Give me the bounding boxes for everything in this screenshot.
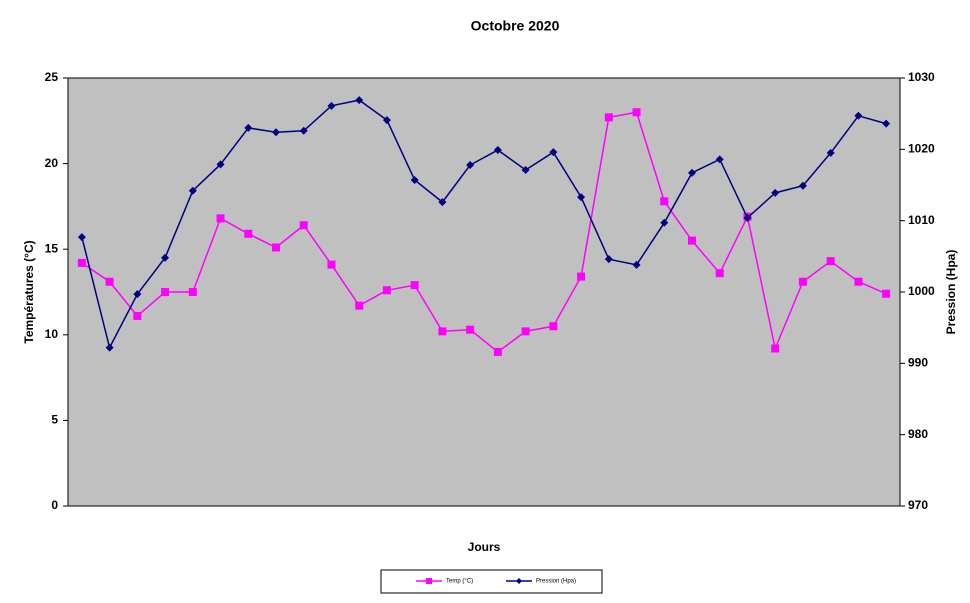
point xyxy=(355,301,364,310)
legend-marker xyxy=(426,578,432,584)
point xyxy=(549,322,558,331)
point xyxy=(660,218,669,227)
point xyxy=(632,108,641,117)
point xyxy=(244,123,253,132)
point xyxy=(466,325,475,334)
point xyxy=(493,347,502,356)
series-line xyxy=(81,99,887,350)
chart-title: Octobre 2020 xyxy=(471,18,560,34)
point xyxy=(798,277,807,286)
y2-tick-label: 990 xyxy=(908,356,928,370)
point xyxy=(549,148,558,157)
point xyxy=(493,146,502,155)
y-axis-label: Températures (°C) xyxy=(22,240,36,343)
point xyxy=(577,272,586,281)
point xyxy=(882,119,891,128)
point xyxy=(854,111,863,120)
point xyxy=(161,288,170,296)
point xyxy=(688,168,696,177)
point xyxy=(604,113,613,122)
point xyxy=(438,198,447,207)
point xyxy=(133,311,142,320)
y-tick-label: 15 xyxy=(45,241,59,255)
plot-area xyxy=(67,77,901,507)
point xyxy=(355,96,364,105)
point xyxy=(327,101,336,110)
point xyxy=(438,327,447,336)
y2-tick-label: 1030 xyxy=(908,70,935,84)
point xyxy=(521,327,530,336)
point xyxy=(105,277,114,286)
point xyxy=(327,260,336,269)
point xyxy=(715,155,724,164)
point xyxy=(105,343,114,352)
legend-marker xyxy=(516,578,522,584)
legend: Temp (°C) Pression (Hpa) xyxy=(380,569,603,594)
point xyxy=(77,258,86,267)
y-tick-label: 10 xyxy=(45,327,59,341)
x-axis-label: Jours xyxy=(468,540,501,554)
point xyxy=(771,344,780,353)
y2-tick-label: 1010 xyxy=(908,213,935,227)
point xyxy=(299,126,308,135)
legend-label: Temp (°C) xyxy=(446,579,473,585)
point xyxy=(299,221,308,230)
series-line xyxy=(81,111,887,353)
point xyxy=(216,160,225,169)
point xyxy=(382,286,391,295)
point xyxy=(410,176,419,185)
y2-tick-label: 1000 xyxy=(908,284,935,298)
point xyxy=(133,290,142,299)
point xyxy=(854,277,863,286)
y2-tick-label: 980 xyxy=(908,427,928,441)
y-tick-label: 25 xyxy=(45,70,59,84)
point xyxy=(826,148,835,157)
point xyxy=(161,253,170,262)
point xyxy=(188,186,197,195)
point xyxy=(216,214,225,223)
point xyxy=(77,233,86,242)
point xyxy=(882,289,891,298)
point xyxy=(188,288,197,296)
point xyxy=(521,166,530,175)
point xyxy=(410,281,419,290)
point xyxy=(715,269,724,278)
legend-label: Pression (Hpa) xyxy=(536,579,576,585)
point xyxy=(826,257,835,266)
point xyxy=(604,255,613,264)
point xyxy=(272,243,280,252)
y-tick-label: 5 xyxy=(51,413,58,427)
y2-axis-label: Pression (Hpa) xyxy=(944,250,958,335)
point xyxy=(688,236,696,245)
point xyxy=(771,188,780,197)
y2-tick-label: 970 xyxy=(908,498,928,512)
point xyxy=(743,213,752,222)
point xyxy=(660,197,669,206)
legend-box xyxy=(380,569,603,594)
point xyxy=(577,193,586,202)
point xyxy=(272,128,280,137)
y2-tick-label: 1020 xyxy=(908,142,935,156)
point xyxy=(244,229,253,238)
point xyxy=(798,181,807,190)
y-tick-label: 0 xyxy=(51,498,58,512)
point xyxy=(466,161,475,170)
point xyxy=(382,116,391,125)
point xyxy=(632,260,641,269)
y-tick-label: 20 xyxy=(45,156,59,170)
